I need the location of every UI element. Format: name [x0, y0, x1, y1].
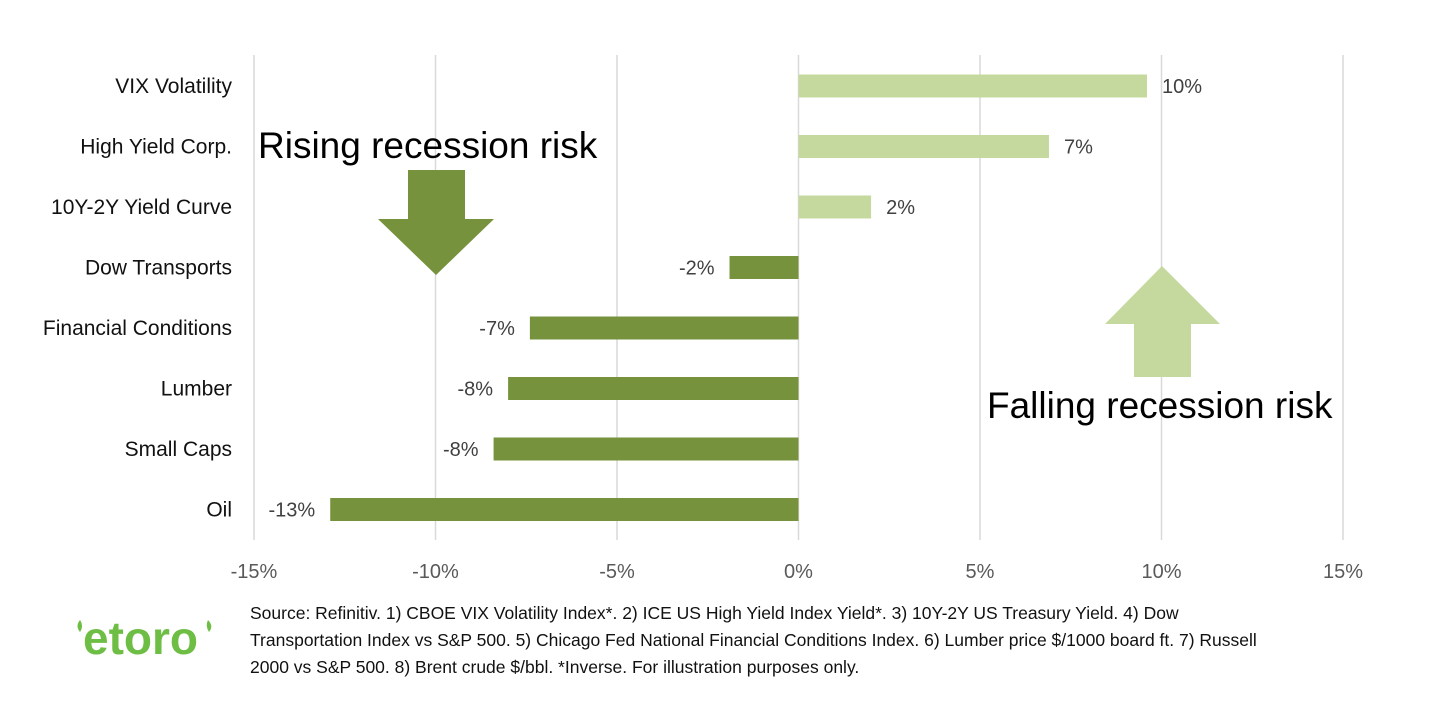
- down-arrow-icon: [378, 170, 494, 275]
- bar: [529, 316, 799, 340]
- etoro-logo: etoro: [74, 602, 224, 667]
- rising-risk-annotation: Rising recession risk: [258, 125, 598, 275]
- source-footnote: Source: Refinitiv. 1) CBOE VIX Volatilit…: [250, 603, 1257, 677]
- x-tick-label: -5%: [599, 561, 635, 583]
- bar: [798, 195, 872, 219]
- data-label: -8%: [443, 439, 479, 461]
- category-label: Financial Conditions: [43, 317, 232, 340]
- x-tick-label: 15%: [1323, 561, 1363, 583]
- x-tick-label: -15%: [231, 561, 278, 583]
- x-tick-label: 10%: [1141, 561, 1181, 583]
- value-labels: 10% 7% 2% -2% -7% -8% -8% -13%: [269, 76, 1203, 522]
- x-tick-label: -10%: [412, 561, 459, 583]
- data-label: -2%: [679, 258, 715, 280]
- category-label: Lumber: [161, 378, 232, 401]
- bar: [798, 74, 1147, 98]
- bar: [330, 498, 799, 521]
- rising-risk-label: Rising recession risk: [258, 125, 598, 166]
- x-axis-tick-labels: -15% -10% -5% 0% 5% 10% 15%: [231, 561, 1364, 583]
- data-label: 2%: [886, 197, 915, 219]
- data-label: -13%: [269, 500, 316, 522]
- category-label: High Yield Corp.: [80, 136, 232, 159]
- category-label: 10Y-2Y Yield Curve: [51, 196, 232, 219]
- category-labels: VIX Volatility High Yield Corp. 10Y-2Y Yie…: [43, 75, 233, 522]
- up-arrow-icon: [1105, 266, 1220, 377]
- falling-risk-label: Falling recession risk: [987, 385, 1333, 426]
- etoro-logo-icon: etoro: [77, 612, 212, 664]
- data-label: -7%: [479, 318, 515, 340]
- bar: [508, 377, 799, 400]
- category-label: Small Caps: [125, 438, 232, 461]
- x-tick-label: 5%: [966, 561, 995, 583]
- data-label: -8%: [458, 379, 494, 401]
- category-label: Oil: [206, 499, 232, 522]
- bar-chart: VIX Volatility High Yield Corp. 10Y-2Y Yie…: [43, 55, 1364, 583]
- data-label: 7%: [1064, 137, 1093, 159]
- bar: [493, 437, 799, 461]
- bar: [798, 135, 1049, 158]
- bars: [330, 74, 1147, 521]
- bar: [729, 256, 799, 279]
- svg-text:etoro: etoro: [83, 612, 198, 662]
- category-label: VIX Volatility: [115, 75, 232, 98]
- x-tick-label: 0%: [784, 561, 813, 583]
- category-label: Dow Transports: [85, 257, 232, 280]
- falling-risk-annotation: Falling recession risk: [987, 266, 1333, 426]
- data-label: 10%: [1162, 76, 1202, 98]
